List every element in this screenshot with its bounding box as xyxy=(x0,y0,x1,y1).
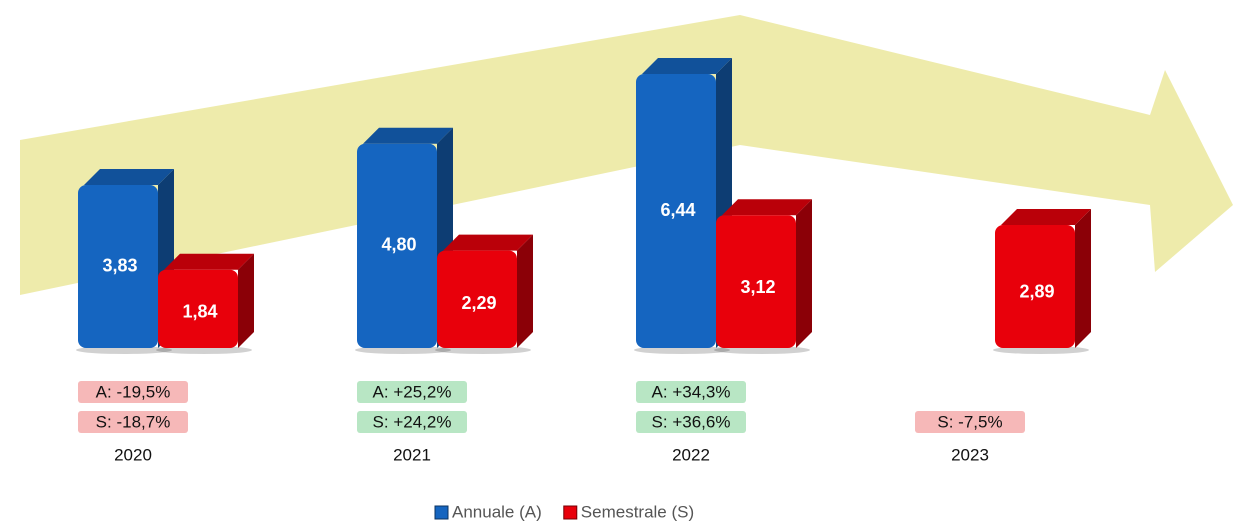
annotation: S: -18,7% xyxy=(96,412,171,431)
annotation: A: +25,2% xyxy=(373,382,452,401)
annotation-box xyxy=(636,381,746,403)
annotation-box xyxy=(357,411,467,433)
bar xyxy=(78,185,158,348)
bar xyxy=(437,250,517,348)
x-tick-label: 2020 xyxy=(114,445,152,464)
bar xyxy=(716,215,796,348)
legend-swatch xyxy=(563,505,578,520)
bar-top xyxy=(722,199,812,216)
annotation-box xyxy=(78,381,188,403)
bar-side xyxy=(517,234,533,348)
bar-top xyxy=(84,169,174,186)
data-label: 3,83 xyxy=(102,255,137,275)
bar-top xyxy=(443,234,533,251)
x-tick-label: 2021 xyxy=(393,445,431,464)
bar-top xyxy=(363,127,453,144)
data-label: 6,44 xyxy=(660,200,695,220)
annotation: S: +36,6% xyxy=(652,412,731,431)
background-arrow xyxy=(20,15,1233,295)
annotation: A: +34,3% xyxy=(652,382,731,401)
annotation-box xyxy=(357,381,467,403)
bar xyxy=(357,143,437,348)
data-label: 4,80 xyxy=(381,235,416,255)
legend-label: Semestrale (S) xyxy=(581,502,694,521)
data-label: 2,29 xyxy=(461,293,496,313)
legend-label: Annuale (A) xyxy=(452,502,542,521)
annotation: S: -7,5% xyxy=(937,412,1002,431)
x-tick-label: 2023 xyxy=(951,445,989,464)
data-label: 2,89 xyxy=(1019,281,1054,301)
data-label: 1,84 xyxy=(182,302,217,322)
x-tick-label: 2022 xyxy=(672,445,710,464)
bar xyxy=(995,225,1075,348)
bar xyxy=(636,74,716,348)
bar-side xyxy=(796,199,812,348)
bar xyxy=(158,269,238,348)
annotation: S: +24,2% xyxy=(373,412,452,431)
data-label: 3,12 xyxy=(740,277,775,297)
bar-side xyxy=(238,253,254,348)
legend-swatch xyxy=(434,505,449,520)
annotation: A: -19,5% xyxy=(96,382,171,401)
bar-top xyxy=(1001,209,1091,226)
bar-side xyxy=(1075,209,1091,348)
annotation-box xyxy=(78,411,188,433)
bar-top xyxy=(642,58,732,74)
annotation-box xyxy=(636,411,746,433)
annotation-box xyxy=(915,411,1025,433)
bar-top xyxy=(164,253,254,270)
